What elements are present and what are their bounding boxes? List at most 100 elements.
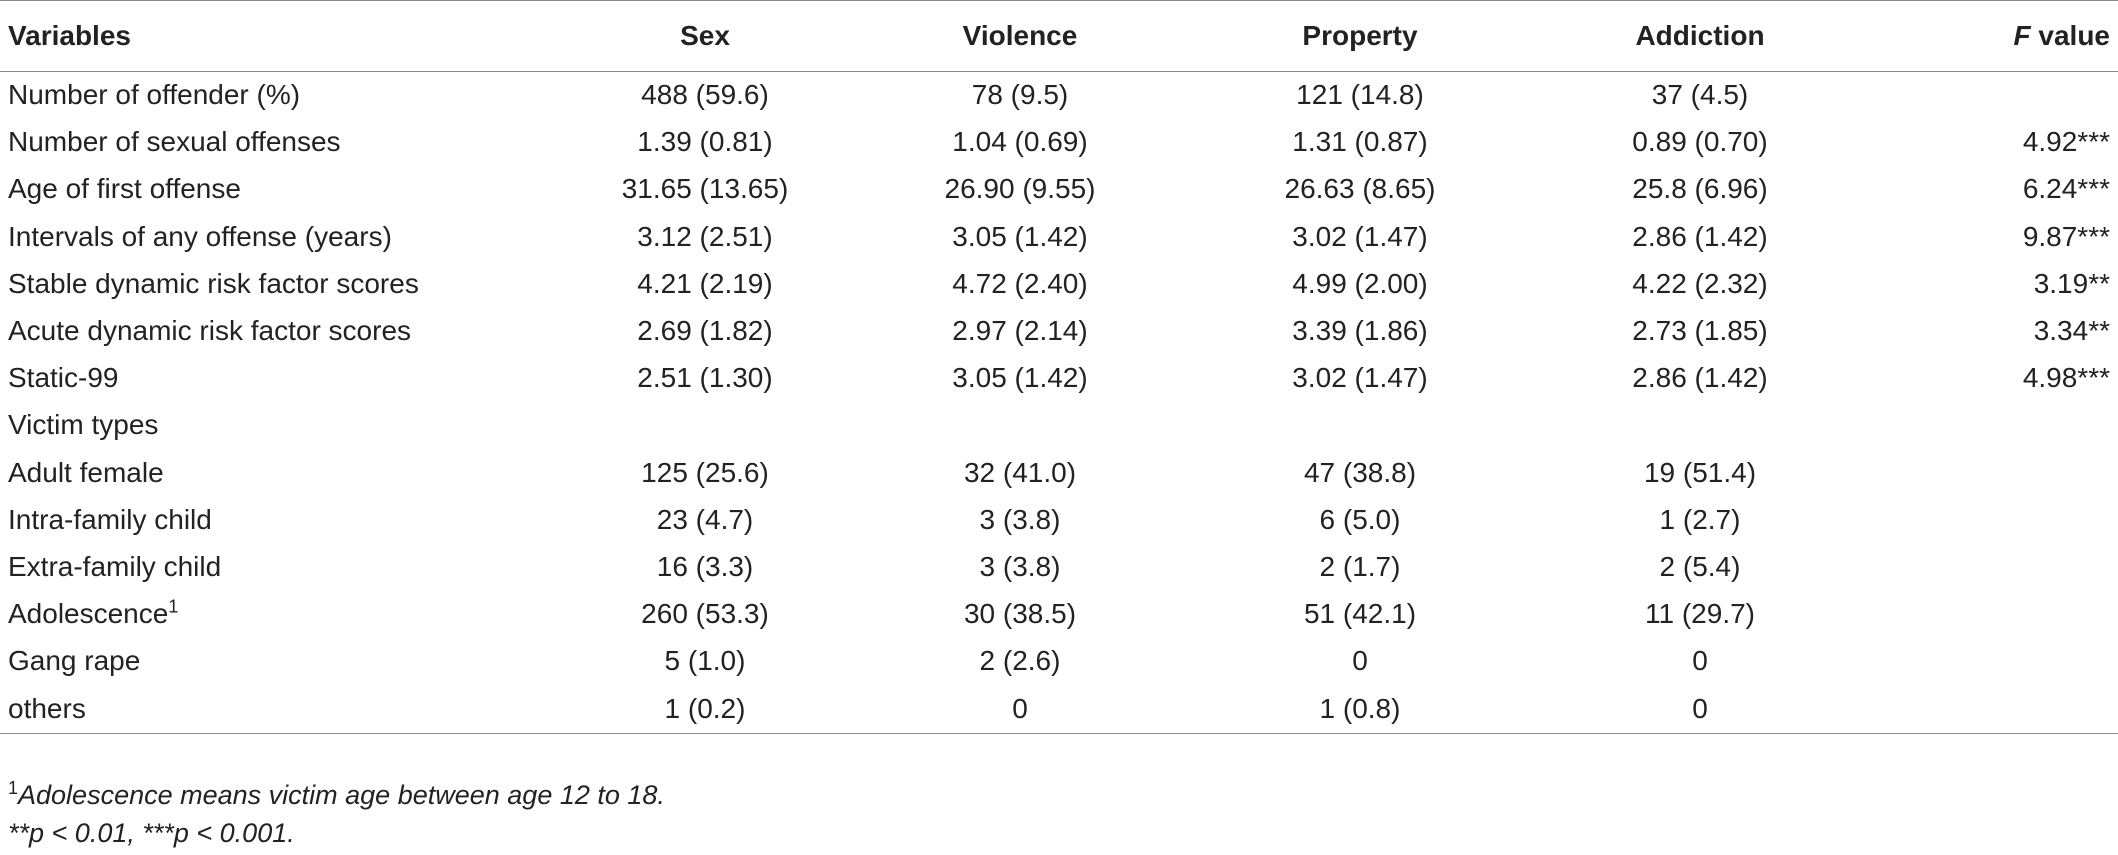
cell-violence: 2 (2.6) xyxy=(979,645,1061,677)
cell-sex: 23 (4.7) xyxy=(656,503,754,535)
table-row: Intra-family child 23 (4.7) 3 (3.8) 6 (5… xyxy=(0,496,2118,543)
cell-property: 0 xyxy=(1352,645,1368,677)
cell-violence: 3 (3.8) xyxy=(979,550,1061,582)
cell-sex: 1 (0.2) xyxy=(560,684,850,734)
cell-addiction: 2.86 (1.42) xyxy=(1632,362,1768,394)
row-label: Extra-family child xyxy=(8,550,222,582)
cell-sex: 31.65 (13.65) xyxy=(621,173,789,205)
header-property: Property xyxy=(1190,0,1530,72)
cell-sex: 2.69 (1.82) xyxy=(637,315,773,347)
cell-sex: 4.21 (2.19) xyxy=(637,267,773,299)
cell-addiction: 25.8 (6.96) xyxy=(1632,173,1768,205)
results-table-container: Variables Sex Violence Property Addictio… xyxy=(0,0,2118,734)
cell-addiction: 2.73 (1.85) xyxy=(1632,315,1768,347)
cell-sex: 125 (25.6) xyxy=(641,456,769,488)
cell-f-value xyxy=(1870,72,2118,119)
cell-violence: 3 (3.8) xyxy=(979,503,1061,535)
row-label: Number of sexual offenses xyxy=(8,126,341,158)
cell-violence: 30 (38.5) xyxy=(963,598,1077,630)
cell-violence: 3.05 (1.42) xyxy=(952,220,1088,252)
row-label: Age of first offense xyxy=(8,173,241,205)
cell-f-value xyxy=(1870,496,2118,543)
table-row: Victim types xyxy=(0,402,2118,449)
header-f-symbol: F xyxy=(2013,20,2031,51)
cell-violence: 4.72 (2.40) xyxy=(952,267,1088,299)
cell-addiction: 37 (4.5) xyxy=(1651,79,1749,111)
cell-f-value xyxy=(1870,449,2118,496)
row-label: others xyxy=(0,684,560,734)
cell-addiction xyxy=(1530,402,1870,449)
table-row: Age of first offense 31.65 (13.65) 26.90… xyxy=(0,166,2118,213)
cell-f-value: 4.98*** xyxy=(2022,362,2110,394)
significance-note: **p < 0.01, ***p < 0.001. xyxy=(8,818,295,848)
row-label: Victim types xyxy=(8,409,159,441)
cell-sex: 3.12 (2.51) xyxy=(637,220,773,252)
cell-property: 1.31 (0.87) xyxy=(1292,126,1428,158)
footnote-adolescence: 1Adolescence means victim age between ag… xyxy=(8,776,665,814)
table-row: Adult female 125 (25.6) 32 (41.0) 47 (38… xyxy=(0,449,2118,496)
cell-addiction: 2.86 (1.42) xyxy=(1632,220,1768,252)
cell-f-value: 3.19** xyxy=(2033,267,2110,299)
cell-violence: 2.97 (2.14) xyxy=(952,315,1088,347)
cell-violence: 3.05 (1.42) xyxy=(952,362,1088,394)
table-row: Extra-family child 16 (3.3) 3 (3.8) 2 (1… xyxy=(0,543,2118,590)
cell-property: 47 (38.8) xyxy=(1303,456,1417,488)
cell-property: 121 (14.8) xyxy=(1296,79,1424,111)
cell-property: 3.39 (1.86) xyxy=(1292,315,1428,347)
cell-sex: 488 (59.6) xyxy=(641,79,769,111)
cell-f-value xyxy=(1870,684,2118,734)
cell-property xyxy=(1190,402,1530,449)
cell-addiction: 11 (29.7) xyxy=(1645,598,1755,630)
table-row: others 1 (0.2) 0 1 (0.8) 0 xyxy=(0,684,2118,734)
row-label: Number of offender (%) xyxy=(8,79,301,111)
footnote-marker: 1 xyxy=(168,596,179,617)
cell-sex: 1.39 (0.81) xyxy=(637,126,773,158)
row-label: Intra-family child xyxy=(8,503,212,535)
cell-f-value xyxy=(1870,543,2118,590)
table-row: Acute dynamic risk factor scores 2.69 (1… xyxy=(0,307,2118,354)
cell-property: 6 (5.0) xyxy=(1319,503,1401,535)
header-sex: Sex xyxy=(560,0,850,72)
row-label: Adolescence1 xyxy=(0,591,560,638)
table-row: Intervals of any offense (years) 3.12 (2… xyxy=(0,213,2118,260)
row-label: Intervals of any offense (years) xyxy=(8,220,392,252)
cell-property: 3.02 (1.47) xyxy=(1292,220,1428,252)
footnote-text: Adolescence means victim age between age… xyxy=(18,780,665,810)
row-label: Static-99 xyxy=(8,362,119,394)
cell-f-value: 4.92*** xyxy=(2022,126,2110,158)
cell-sex xyxy=(560,402,850,449)
table-row: Stable dynamic risk factor scores 4.21 (… xyxy=(0,260,2118,307)
cell-f-value: 3.34** xyxy=(2033,315,2110,347)
cell-property: 1 (0.8) xyxy=(1190,684,1530,734)
cell-sex: 260 (53.3) xyxy=(641,598,769,630)
cell-addiction: 19 (51.4) xyxy=(1643,456,1757,488)
table-row: Number of sexual offenses 1.39 (0.81) 1.… xyxy=(0,119,2118,166)
table-header-row: Variables Sex Violence Property Addictio… xyxy=(0,0,2118,72)
cell-addiction: 0 xyxy=(1530,684,1870,734)
cell-property: 2 (1.7) xyxy=(1319,550,1401,582)
cell-property: 4.99 (2.00) xyxy=(1292,267,1428,299)
cell-f-value xyxy=(1870,638,2118,685)
cell-sex: 5 (1.0) xyxy=(664,645,746,677)
row-label: Adult female xyxy=(8,456,164,488)
row-label: Acute dynamic risk factor scores xyxy=(8,315,412,347)
cell-property: 51 (42.1) xyxy=(1303,598,1417,630)
cell-violence: 26.90 (9.55) xyxy=(944,173,1096,205)
cell-addiction: 4.22 (2.32) xyxy=(1632,267,1768,299)
header-variables: Variables xyxy=(0,0,560,72)
cell-sex: 16 (3.3) xyxy=(656,550,754,582)
results-table: Variables Sex Violence Property Addictio… xyxy=(0,0,2118,734)
table-row: Adolescence1 260 (53.3) 30 (38.5) 51 (42… xyxy=(0,591,2118,638)
footnote-marker: 1 xyxy=(8,778,19,798)
cell-addiction: 0 xyxy=(1692,645,1708,677)
cell-f-value xyxy=(1870,402,2118,449)
cell-sex: 2.51 (1.30) xyxy=(637,362,773,394)
cell-violence: 1.04 (0.69) xyxy=(952,126,1088,158)
table-row: Static-99 2.51 (1.30) 3.05 (1.42) 3.02 (… xyxy=(0,355,2118,402)
cell-addiction: 0.89 (0.70) xyxy=(1632,126,1768,158)
cell-violence xyxy=(850,402,1190,449)
cell-property: 26.63 (8.65) xyxy=(1284,173,1436,205)
table-row: Gang rape 5 (1.0) 2 (2.6) 0 0 xyxy=(0,638,2118,685)
row-label: Stable dynamic risk factor scores xyxy=(8,267,419,299)
cell-f-value: 9.87*** xyxy=(2022,220,2110,252)
